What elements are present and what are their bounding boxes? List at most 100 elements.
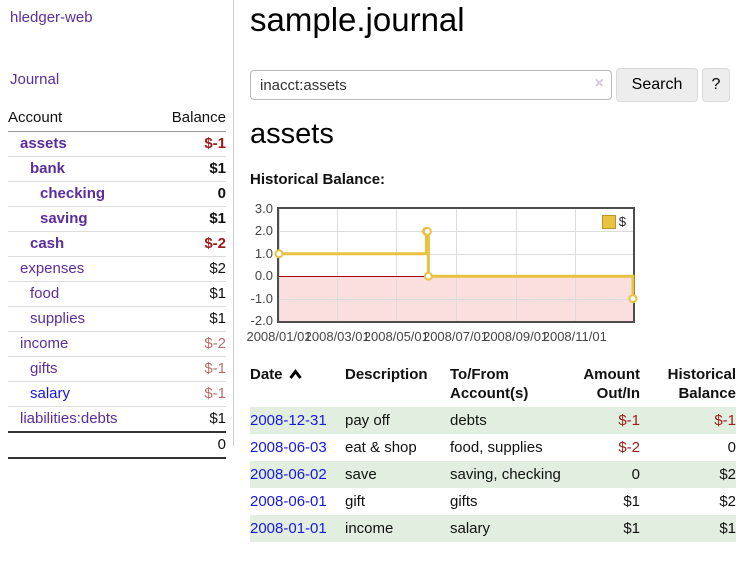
account-row: liabilities:debts $1 — [8, 406, 226, 431]
account-balance: $-2 — [204, 335, 226, 352]
transaction-date-link[interactable]: 2008-06-01 — [250, 493, 327, 510]
register-rows: 2008-12-31 pay off debts $-1 $-1 2008-06… — [250, 407, 736, 542]
clear-search-icon[interactable]: × — [594, 75, 604, 92]
sidebar: hledger-web Journal Account Balance asse… — [0, 0, 234, 459]
data-point-marker — [422, 226, 432, 236]
transaction-date-link[interactable]: 2008-06-03 — [250, 439, 327, 456]
register-table: Date Description To/From Account(s) Amount … — [250, 360, 736, 542]
app-title-link[interactable]: hledger-web — [10, 9, 93, 26]
account-balance: 0 — [217, 185, 226, 202]
accounts-table-header: Account Balance — [8, 106, 226, 132]
account-balance: $1 — [209, 310, 226, 327]
transaction-date-link[interactable]: 2008-06-02 — [250, 466, 327, 483]
data-point-marker — [423, 271, 433, 281]
historical-balance-chart: $ 3.0 2.0 1.0 0.0 -1.0 -2.0 2008/01/01 2008/03/… — [246, 200, 742, 350]
account-link[interactable]: cash — [30, 235, 65, 252]
account-link[interactable]: assets — [20, 135, 67, 152]
sidebar-item-journal[interactable]: Journal — [10, 71, 60, 88]
x-gridline — [515, 209, 517, 321]
y-axis-label: 0.0 — [254, 268, 273, 284]
accounts-col-balance: Balance — [171, 109, 226, 126]
account-balance: $1 — [209, 410, 226, 427]
account-link[interactable]: bank — [30, 160, 66, 177]
transaction-balance-cell: $2 — [719, 466, 736, 483]
account-row: food $1 — [8, 281, 226, 306]
transaction-balance-cell: $2 — [719, 493, 736, 510]
account-row: expenses $2 — [8, 256, 226, 281]
account-link[interactable]: checking — [40, 185, 106, 202]
account-row: cash $-2 — [8, 231, 226, 256]
y-axis-label: 3.0 — [254, 201, 273, 216]
transaction-description-cell: income — [345, 520, 394, 537]
table-row: 2008-12-31 pay off debts $-1 $-1 — [250, 407, 736, 434]
account-row: gifts $-1 — [8, 356, 226, 381]
transaction-date-link[interactable]: 2008-01-01 — [250, 520, 327, 537]
transaction-balance-cell: 0 — [727, 439, 736, 456]
transaction-accounts-cell: gifts — [450, 493, 478, 510]
account-heading: assets — [250, 118, 334, 150]
y-axis-label: 1.0 — [254, 245, 273, 261]
transaction-date-cell: 2008-12-31 — [250, 407, 345, 434]
transaction-amount-cell: $1 — [623, 493, 640, 510]
search-button[interactable]: Search — [616, 68, 698, 102]
transaction-accounts-cell: food, supplies — [450, 439, 543, 456]
y-gridline — [279, 298, 633, 300]
account-row: checking 0 — [8, 181, 226, 206]
transaction-date-link[interactable]: 2008-12-31 — [250, 412, 327, 429]
account-row: assets $-1 — [8, 132, 226, 156]
sort-ascending-icon — [288, 369, 302, 379]
table-row: 2008-06-03 eat & shop food, supplies $-2… — [250, 434, 736, 461]
account-link[interactable]: salary — [30, 385, 71, 402]
transaction-accounts-cell: salary — [450, 520, 491, 537]
chart-legend: $ — [599, 213, 628, 230]
x-axis-label: 2008/05/01 — [363, 329, 429, 344]
account-balance: $1 — [209, 160, 226, 177]
transaction-accounts-cell: debts — [450, 412, 487, 429]
account-row: income $-2 — [8, 331, 226, 356]
account-link[interactable]: income — [20, 335, 69, 352]
register-col-label: Date — [250, 366, 283, 383]
account-balance: $1 — [209, 285, 226, 302]
x-gridline — [337, 209, 339, 321]
plot-area[interactable]: $ — [274, 207, 638, 323]
account-row: supplies $1 — [8, 306, 226, 331]
table-row: 2008-06-02 save saving, checking 0 $2 — [250, 461, 736, 488]
search-input[interactable] — [250, 70, 612, 100]
transaction-description-cell: save — [345, 466, 377, 483]
account-balance: $1 — [209, 210, 226, 227]
transaction-date-cell: 2008-01-01 — [250, 515, 345, 542]
account-link[interactable]: gifts — [30, 360, 58, 377]
transaction-amount-cell: 0 — [631, 466, 640, 483]
account-link[interactable]: supplies — [30, 310, 86, 327]
accounts-col-account: Account — [8, 109, 63, 126]
accounts-rows: assets $-1 bank $1 checking 0 saving $1 … — [8, 132, 226, 431]
register-header-row: Date Description To/From Account(s) Amount … — [250, 360, 736, 407]
x-axis-label: 2008/11/01 — [542, 329, 607, 344]
accounts-total-row: 0 — [8, 431, 226, 459]
legend-swatch — [601, 214, 616, 229]
help-button[interactable]: ? — [702, 68, 730, 102]
account-balance: $-1 — [204, 135, 226, 152]
transaction-balance-cell: $-1 — [714, 412, 736, 429]
account-link[interactable]: liabilities:debts — [20, 410, 118, 427]
register-col-header[interactable]: Date — [250, 360, 345, 407]
account-link[interactable]: expenses — [20, 260, 85, 277]
transaction-description-cell: pay off — [345, 412, 390, 429]
x-gridline — [279, 209, 280, 321]
account-link[interactable]: saving — [40, 210, 88, 227]
y-axis-label: -1.0 — [250, 290, 273, 306]
transaction-date-cell: 2008-06-01 — [250, 488, 345, 515]
y-gridline — [279, 231, 633, 233]
accounts-total-value: 0 — [217, 436, 226, 453]
transaction-accounts-cell: saving, checking — [450, 466, 561, 483]
x-axis-label: 2008/09/01 — [483, 329, 549, 344]
account-link[interactable]: food — [30, 285, 60, 302]
register-col-header: To/From Account(s) — [450, 360, 565, 407]
x-gridline — [574, 209, 576, 321]
balance-step-line — [274, 226, 638, 304]
register-col-header: Amount Out/In — [565, 360, 640, 407]
account-row: bank $1 — [8, 156, 226, 181]
account-balance: $2 — [209, 260, 226, 277]
transaction-description-cell: gift — [345, 493, 366, 510]
account-balance: $-1 — [204, 385, 226, 402]
